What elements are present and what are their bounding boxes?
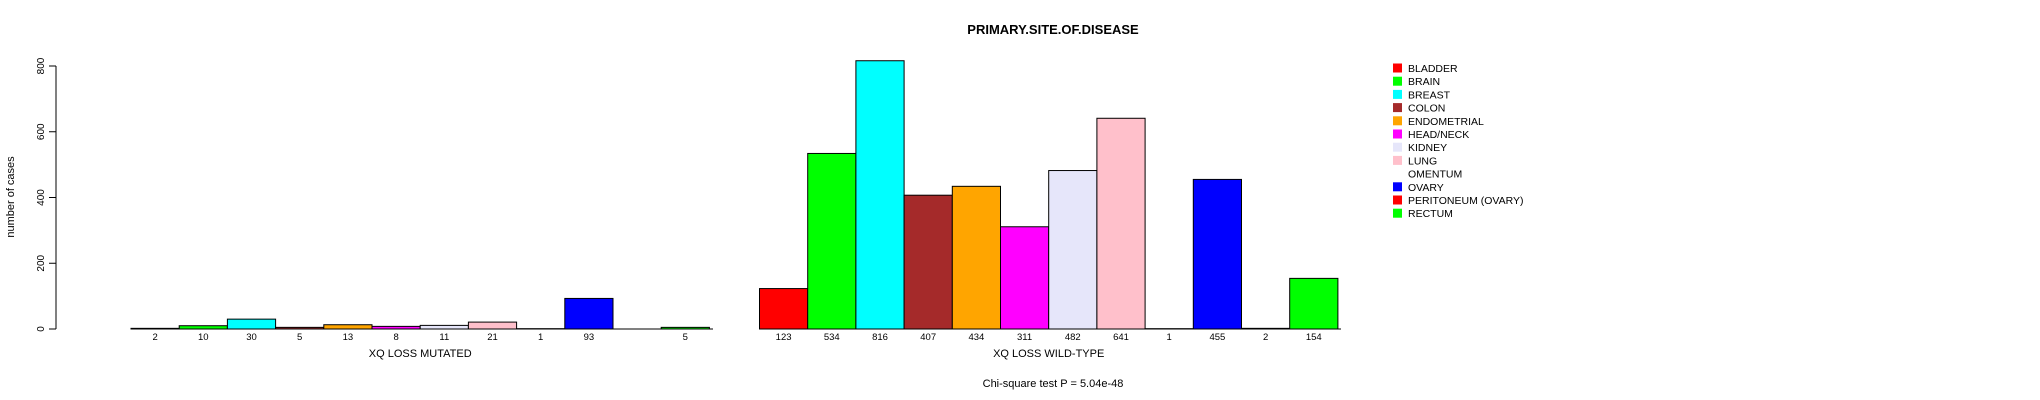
legend-label: COLON: [1408, 103, 1445, 115]
y-tick-label: 400: [36, 189, 47, 206]
bar-count-label: 123: [776, 332, 792, 343]
bar-count-label: 534: [824, 332, 840, 343]
bar: [130, 327, 180, 330]
legend-label: OVARY: [1408, 182, 1444, 194]
legend-swatch: [1393, 103, 1402, 113]
bar-count-label: 1: [1167, 332, 1172, 343]
legend-swatch: [1393, 182, 1402, 192]
legend-label: ENDOMETRIAL: [1408, 116, 1484, 128]
legend-label: BREAST: [1408, 89, 1451, 101]
legend-swatch: [1393, 155, 1402, 165]
bar-count-label: 482: [1065, 332, 1081, 343]
bar-count-label: 434: [968, 332, 984, 343]
legend-label: OMENTUM: [1408, 169, 1462, 181]
bar-count-label: 8: [393, 332, 398, 343]
bar-count-label: 13: [343, 332, 354, 343]
y-axis-label: number of cases: [5, 156, 17, 238]
y-tick-label: 200: [36, 254, 47, 271]
bar-count-label: 407: [920, 332, 936, 343]
bar-count-label: 2: [152, 332, 157, 343]
bar: [1241, 327, 1291, 330]
bar: [467, 321, 518, 330]
legend-swatch: [1393, 169, 1402, 179]
legend-label: PERITONEUM (OVARY): [1408, 195, 1524, 207]
bar: [660, 326, 710, 330]
bar: [903, 194, 953, 330]
bar-count-label: 816: [872, 332, 888, 343]
bar-count-label: 11: [439, 332, 449, 343]
bar: [1000, 226, 1050, 330]
bar: [226, 318, 277, 330]
y-tick-label: 800: [36, 57, 47, 74]
bar-count-label: 10: [198, 332, 209, 343]
bar-count-label: 2: [1263, 332, 1268, 343]
bar: [1192, 178, 1243, 330]
bar: [275, 326, 325, 330]
bar-count-label: 5: [297, 332, 302, 343]
bar: [951, 185, 1001, 330]
bar: [1289, 277, 1339, 330]
bar: [419, 324, 469, 330]
legend-label: BLADDER: [1408, 63, 1458, 75]
legend-label: HEAD/NECK: [1408, 129, 1469, 141]
legend-swatch: [1393, 195, 1402, 205]
chi-square-footer: Chi-square test P = 5.04e-48: [983, 378, 1124, 390]
legend-swatch: [1393, 142, 1402, 152]
chart-title: PRIMARY.SITE.OF.DISEASE: [967, 22, 1139, 37]
legend-swatch: [1393, 63, 1402, 73]
bar: [371, 325, 421, 330]
y-tick-label: 0: [36, 326, 47, 332]
series-label: XQ LOSS MUTATED: [369, 348, 472, 360]
legend-swatch: [1393, 208, 1402, 218]
legend-swatch: [1393, 116, 1402, 126]
bar-count-label: 641: [1113, 332, 1129, 343]
bar-count-label: 311: [1017, 332, 1032, 343]
bar-count-label: 30: [246, 332, 257, 343]
bar: [564, 297, 614, 330]
bar: [323, 324, 373, 330]
legend-swatch: [1393, 89, 1402, 99]
legend-swatch: [1393, 76, 1402, 86]
legend-label: BRAIN: [1408, 76, 1440, 88]
y-tick-label: 600: [36, 123, 47, 140]
bar: [178, 325, 228, 330]
bar-count-label: 93: [584, 332, 595, 343]
bar: [1048, 170, 1098, 330]
legend-swatch: [1393, 129, 1402, 139]
bar-count-label: 455: [1209, 332, 1225, 343]
bar-count-label: 5: [683, 332, 688, 343]
bar-count-label: 21: [487, 332, 498, 343]
bar: [1096, 117, 1146, 330]
legend-label: LUNG: [1408, 155, 1437, 167]
bar-count-label: 1: [538, 332, 543, 343]
bar: [759, 288, 809, 330]
series-label: XQ LOSS WILD-TYPE: [993, 348, 1104, 360]
legend-label: KIDNEY: [1408, 142, 1447, 154]
bar: [807, 152, 857, 330]
bar-count-label: 154: [1306, 332, 1322, 343]
bar: [855, 60, 905, 330]
legend-label: RECTUM: [1408, 208, 1453, 220]
